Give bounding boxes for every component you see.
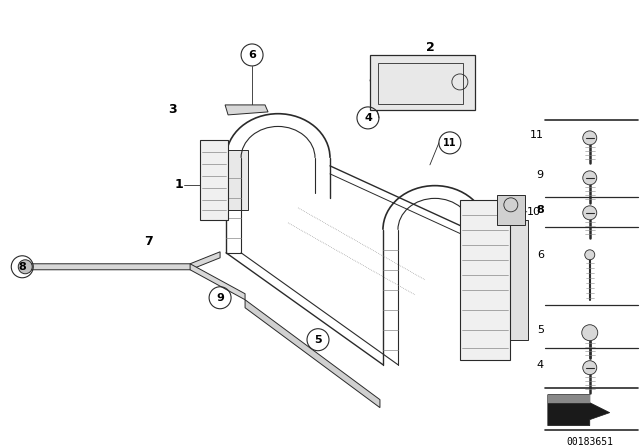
Text: 5: 5 — [314, 335, 322, 345]
Text: 4: 4 — [364, 113, 372, 123]
Text: 4: 4 — [537, 360, 544, 370]
Bar — [370, 55, 475, 110]
Text: 6: 6 — [537, 250, 544, 260]
Text: 3: 3 — [168, 103, 177, 116]
Polygon shape — [548, 395, 610, 426]
Text: 2: 2 — [426, 42, 435, 55]
Text: 9: 9 — [537, 170, 544, 180]
Circle shape — [583, 131, 596, 145]
Text: 00183651: 00183651 — [566, 437, 613, 447]
Circle shape — [583, 171, 596, 185]
Text: 10: 10 — [527, 207, 541, 217]
Circle shape — [19, 260, 32, 274]
Polygon shape — [245, 300, 380, 408]
Circle shape — [583, 206, 596, 220]
Text: 11: 11 — [530, 130, 544, 140]
Text: 8: 8 — [536, 205, 544, 215]
Text: 11: 11 — [443, 138, 456, 148]
Bar — [460, 200, 510, 360]
Bar — [200, 140, 228, 220]
Bar — [378, 63, 463, 104]
Bar — [228, 150, 248, 210]
Polygon shape — [190, 264, 245, 300]
Text: 6: 6 — [248, 50, 256, 60]
Text: 5: 5 — [537, 325, 544, 335]
Circle shape — [583, 361, 596, 375]
Polygon shape — [548, 395, 590, 403]
Text: 9: 9 — [216, 293, 224, 303]
Polygon shape — [22, 252, 220, 270]
Bar — [497, 195, 525, 225]
Circle shape — [585, 250, 595, 260]
Polygon shape — [225, 105, 268, 115]
Bar — [510, 220, 528, 340]
Text: 7: 7 — [144, 235, 152, 248]
Text: 8: 8 — [19, 262, 26, 272]
Circle shape — [582, 325, 598, 341]
Text: 1: 1 — [174, 178, 183, 191]
